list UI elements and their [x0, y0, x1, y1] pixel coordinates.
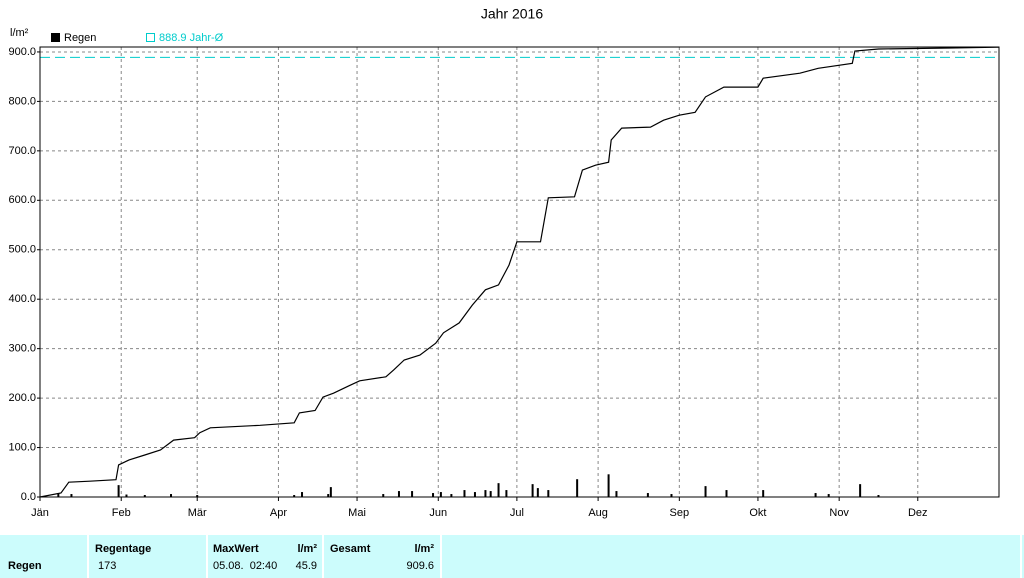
- bar: [505, 490, 508, 497]
- y-tick-label: 700.0: [8, 145, 36, 157]
- x-tick-label: Apr: [270, 507, 287, 519]
- y-axis-label: l/m²: [10, 27, 29, 39]
- bar: [607, 474, 610, 497]
- legend-swatch: [146, 33, 155, 42]
- legend-label: 888.9 Jahr-Ø: [159, 32, 224, 44]
- x-tick-label: Jän: [31, 507, 49, 519]
- bar: [497, 483, 500, 497]
- y-tick-label: 300.0: [8, 343, 36, 355]
- y-tick-label: 0.0: [21, 491, 36, 503]
- bar: [725, 490, 728, 497]
- header: l/m²: [297, 543, 317, 555]
- bar: [411, 491, 414, 497]
- header: Gesamt: [330, 543, 371, 555]
- bar: [489, 491, 492, 497]
- bar: [531, 484, 534, 497]
- y-tick-label: 400.0: [8, 293, 36, 305]
- bar: [670, 494, 673, 497]
- bar: [762, 490, 765, 497]
- legend-label: Regen: [64, 32, 96, 44]
- x-tick-label: Jul: [510, 507, 524, 519]
- x-tick-label: Mär: [188, 507, 207, 519]
- header: Regentage: [95, 543, 151, 555]
- cell: 909.6: [406, 560, 434, 572]
- y-tick-label: 900.0: [8, 46, 36, 58]
- x-tick-label: Feb: [112, 507, 131, 519]
- bar: [117, 485, 120, 497]
- plot-frame: [39, 46, 1000, 498]
- bar: [547, 490, 550, 497]
- y-tick-label: 500.0: [8, 244, 36, 256]
- bar: [397, 491, 400, 497]
- x-tick-label: Mai: [348, 507, 366, 519]
- cell: 173: [98, 560, 116, 572]
- bar: [432, 493, 435, 497]
- header: MaxWert: [213, 543, 259, 555]
- bar: [301, 492, 304, 497]
- bar: [859, 484, 862, 497]
- x-tick-label: Aug: [588, 507, 608, 519]
- row-label: Regen: [8, 560, 42, 572]
- bar: [536, 488, 539, 497]
- chart-title: Jahr 2016: [481, 6, 543, 22]
- y-tick-label: 100.0: [8, 441, 36, 453]
- bar: [170, 494, 173, 497]
- bar: [814, 493, 817, 497]
- y-tick-label: 200.0: [8, 392, 36, 404]
- bar: [827, 494, 830, 497]
- bar: [576, 479, 579, 497]
- bar: [70, 494, 73, 497]
- table-bg: [0, 535, 1024, 578]
- y-tick-label: 600.0: [8, 194, 36, 206]
- bar: [293, 495, 296, 497]
- legend-swatch: [51, 33, 60, 42]
- header: l/m²: [414, 543, 434, 555]
- x-tick-label: Jun: [429, 507, 447, 519]
- bar: [473, 492, 476, 497]
- bar: [143, 495, 146, 497]
- bar: [877, 495, 880, 497]
- bar: [57, 493, 60, 497]
- x-tick-label: Okt: [749, 507, 766, 519]
- bar: [125, 494, 128, 497]
- plot: 0.0 100.0 200.0 300.0 400.0 500.0 600.0 700.0 80…: [8, 46, 1000, 519]
- bar: [450, 494, 453, 497]
- bar: [704, 486, 707, 497]
- x-tick-label: Sep: [670, 507, 690, 519]
- bar: [646, 493, 649, 497]
- bar: [615, 491, 618, 497]
- bar: [463, 490, 466, 497]
- x-tick-label: Dez: [908, 507, 928, 519]
- x-tick-label: Nov: [829, 507, 849, 519]
- cell: 45.9: [296, 560, 317, 572]
- bar: [196, 495, 199, 497]
- y-tick-label: 800.0: [8, 95, 36, 107]
- bar: [382, 494, 385, 497]
- bar: [484, 490, 487, 497]
- bar: [439, 492, 442, 497]
- cell: 05.08. 02:40: [213, 560, 277, 572]
- bar: [329, 487, 332, 497]
- bar: [327, 494, 330, 497]
- cumulative-line: [39, 46, 1000, 498]
